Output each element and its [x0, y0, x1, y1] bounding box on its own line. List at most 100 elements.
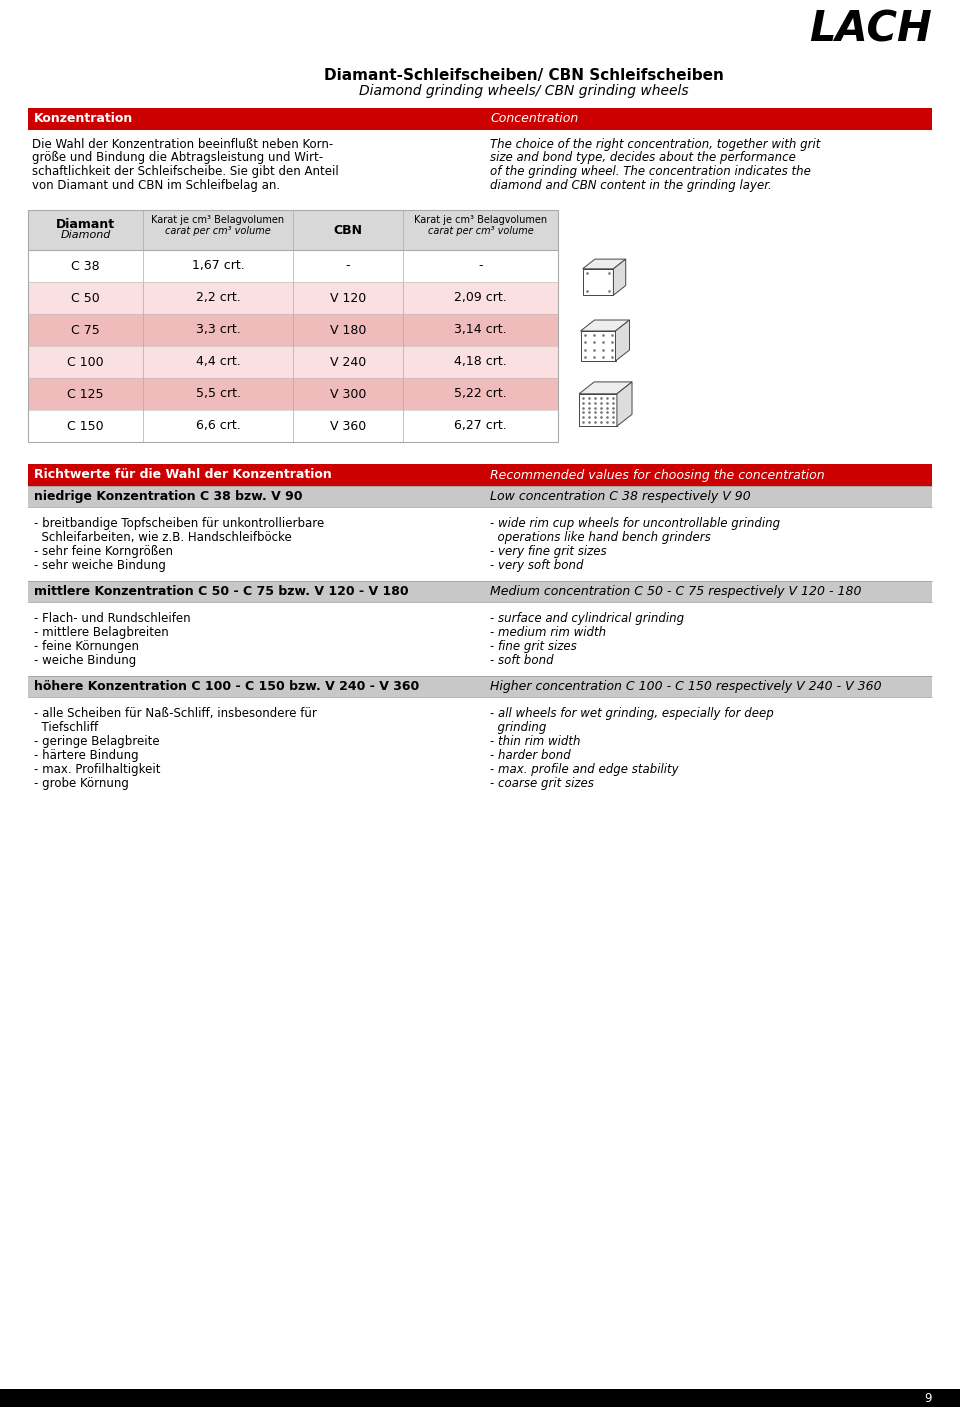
- Text: LACH: LACH: [809, 8, 932, 51]
- Text: niedrige Konzentration C 38 bzw. V 90: niedrige Konzentration C 38 bzw. V 90: [34, 490, 302, 502]
- Text: size and bond type, decides about the performance: size and bond type, decides about the pe…: [490, 152, 796, 165]
- Text: of the grinding wheel. The concentration indicates the: of the grinding wheel. The concentration…: [490, 165, 811, 179]
- Text: - max. Profilhaltigkeit: - max. Profilhaltigkeit: [34, 763, 160, 777]
- Text: Karat je cm³ Belagvolumen: Karat je cm³ Belagvolumen: [152, 215, 284, 225]
- Text: - Flach- und Rundschleifen: - Flach- und Rundschleifen: [34, 612, 191, 625]
- Text: Konzentration: Konzentration: [34, 113, 133, 125]
- Text: 4,4 crt.: 4,4 crt.: [196, 356, 240, 369]
- Bar: [28, 485, 932, 507]
- Bar: [28, 108, 932, 129]
- Text: -: -: [478, 259, 483, 273]
- Text: C 125: C 125: [67, 387, 104, 401]
- Text: Die Wahl der Konzentration beeinflußt neben Korn-: Die Wahl der Konzentration beeinflußt ne…: [32, 138, 333, 151]
- Text: C 150: C 150: [67, 419, 104, 432]
- Bar: [579, 394, 617, 426]
- Text: 4,18 crt.: 4,18 crt.: [454, 356, 507, 369]
- Bar: [28, 378, 558, 409]
- Text: - härtere Bindung: - härtere Bindung: [34, 749, 138, 763]
- Text: Schleifarbeiten, wie z.B. Handschleifböcke: Schleifarbeiten, wie z.B. Handschleifböc…: [34, 530, 292, 545]
- Text: - very fine grit sizes: - very fine grit sizes: [490, 545, 607, 559]
- Text: - alle Scheiben für Naß-Schliff, insbesondere für: - alle Scheiben für Naß-Schliff, insbeso…: [34, 706, 317, 720]
- Text: V 120: V 120: [330, 291, 366, 304]
- Text: grinding: grinding: [490, 720, 546, 734]
- Text: Richtwerte für die Wahl der Konzentration: Richtwerte für die Wahl der Konzentratio…: [34, 469, 332, 481]
- Text: - sehr weiche Bindung: - sehr weiche Bindung: [34, 559, 166, 573]
- Text: 1,67 crt.: 1,67 crt.: [192, 259, 245, 273]
- Text: 6,27 crt.: 6,27 crt.: [454, 419, 507, 432]
- Text: V 300: V 300: [330, 387, 366, 401]
- Text: C 75: C 75: [71, 324, 100, 336]
- Text: - breitbandige Topfscheiben für unkontrollierbare: - breitbandige Topfscheiben für unkontro…: [34, 516, 324, 530]
- Bar: [28, 314, 558, 346]
- Text: 3,14 crt.: 3,14 crt.: [454, 324, 507, 336]
- Text: - fine grit sizes: - fine grit sizes: [490, 640, 577, 653]
- Polygon shape: [615, 319, 630, 362]
- Text: CBN: CBN: [333, 224, 363, 236]
- Bar: [581, 331, 615, 362]
- Polygon shape: [617, 381, 632, 426]
- Text: mittlere Konzentration C 50 - C 75 bzw. V 120 - V 180: mittlere Konzentration C 50 - C 75 bzw. …: [34, 585, 409, 598]
- Text: - all wheels for wet grinding, especially for deep: - all wheels for wet grinding, especiall…: [490, 706, 774, 720]
- Text: 9: 9: [924, 1392, 932, 1404]
- Text: 2,2 crt.: 2,2 crt.: [196, 291, 240, 304]
- Text: - sehr feine Korngrößen: - sehr feine Korngrößen: [34, 545, 173, 559]
- Text: Recommended values for choosing the concentration: Recommended values for choosing the conc…: [490, 469, 825, 481]
- Polygon shape: [613, 259, 626, 295]
- Bar: [28, 210, 558, 442]
- Text: 2,09 crt.: 2,09 crt.: [454, 291, 507, 304]
- Bar: [28, 250, 558, 281]
- Text: Diamant-Schleifscheiben/ CBN Schleifscheiben: Diamant-Schleifscheiben/ CBN Schleifsche…: [324, 68, 724, 83]
- Text: Diamond: Diamond: [60, 229, 110, 241]
- Text: 3,3 crt.: 3,3 crt.: [196, 324, 240, 336]
- Text: 5,22 crt.: 5,22 crt.: [454, 387, 507, 401]
- Bar: [28, 675, 932, 696]
- Text: - wide rim cup wheels for uncontrollable grinding: - wide rim cup wheels for uncontrollable…: [490, 516, 780, 530]
- Text: Diamond grinding wheels/ CBN grinding wheels: Diamond grinding wheels/ CBN grinding wh…: [359, 84, 689, 98]
- Text: Medium concentration C 50 - C 75 respectively V 120 - 180: Medium concentration C 50 - C 75 respect…: [490, 585, 861, 598]
- Text: - geringe Belagbreite: - geringe Belagbreite: [34, 734, 159, 749]
- Text: operations like hand bench grinders: operations like hand bench grinders: [490, 530, 710, 545]
- Bar: [28, 581, 932, 602]
- Bar: [583, 269, 613, 295]
- Text: V 180: V 180: [330, 324, 366, 336]
- Text: - harder bond: - harder bond: [490, 749, 571, 763]
- Text: Tiefschliff: Tiefschliff: [34, 720, 98, 734]
- Bar: [28, 210, 558, 250]
- Bar: [0, 1389, 960, 1407]
- Text: carat per cm³ volume: carat per cm³ volume: [427, 227, 534, 236]
- Text: C 50: C 50: [71, 291, 100, 304]
- Text: - coarse grit sizes: - coarse grit sizes: [490, 777, 594, 789]
- Text: C 100: C 100: [67, 356, 104, 369]
- Text: Higher concentration C 100 - C 150 respectively V 240 - V 360: Higher concentration C 100 - C 150 respe…: [490, 680, 881, 694]
- Text: V 360: V 360: [330, 419, 366, 432]
- Bar: [28, 464, 932, 485]
- Text: diamond and CBN content in the grinding layer.: diamond and CBN content in the grinding …: [490, 179, 772, 191]
- Text: - very soft bond: - very soft bond: [490, 559, 584, 573]
- Text: höhere Konzentration C 100 - C 150 bzw. V 240 - V 360: höhere Konzentration C 100 - C 150 bzw. …: [34, 680, 420, 694]
- Text: schaftlichkeit der Schleifscheibe. Sie gibt den Anteil: schaftlichkeit der Schleifscheibe. Sie g…: [32, 165, 339, 179]
- Polygon shape: [579, 381, 632, 394]
- Text: Concentration: Concentration: [490, 113, 578, 125]
- Text: V 240: V 240: [330, 356, 366, 369]
- Polygon shape: [583, 259, 626, 269]
- Text: - surface and cylindrical grinding: - surface and cylindrical grinding: [490, 612, 684, 625]
- Text: - thin rim width: - thin rim width: [490, 734, 581, 749]
- Text: 5,5 crt.: 5,5 crt.: [196, 387, 241, 401]
- Text: - weiche Bindung: - weiche Bindung: [34, 654, 136, 667]
- Text: C 38: C 38: [71, 259, 100, 273]
- Text: - medium rim width: - medium rim width: [490, 626, 606, 639]
- Text: Diamant: Diamant: [56, 218, 115, 231]
- Polygon shape: [581, 319, 630, 331]
- Bar: [28, 281, 558, 314]
- Bar: [28, 409, 558, 442]
- Text: größe und Bindung die Abtragsleistung und Wirt-: größe und Bindung die Abtragsleistung un…: [32, 152, 324, 165]
- Text: - max. profile and edge stability: - max. profile and edge stability: [490, 763, 679, 777]
- Text: Low concentration C 38 respectively V 90: Low concentration C 38 respectively V 90: [490, 490, 751, 502]
- Text: - soft bond: - soft bond: [490, 654, 554, 667]
- Text: - grobe Körnung: - grobe Körnung: [34, 777, 129, 789]
- Text: Karat je cm³ Belagvolumen: Karat je cm³ Belagvolumen: [414, 215, 547, 225]
- Text: von Diamant und CBN im Schleifbelag an.: von Diamant und CBN im Schleifbelag an.: [32, 179, 280, 191]
- Text: The choice of the right concentration, together with grit: The choice of the right concentration, t…: [490, 138, 821, 151]
- Text: 6,6 crt.: 6,6 crt.: [196, 419, 240, 432]
- Text: - feine Körnungen: - feine Körnungen: [34, 640, 139, 653]
